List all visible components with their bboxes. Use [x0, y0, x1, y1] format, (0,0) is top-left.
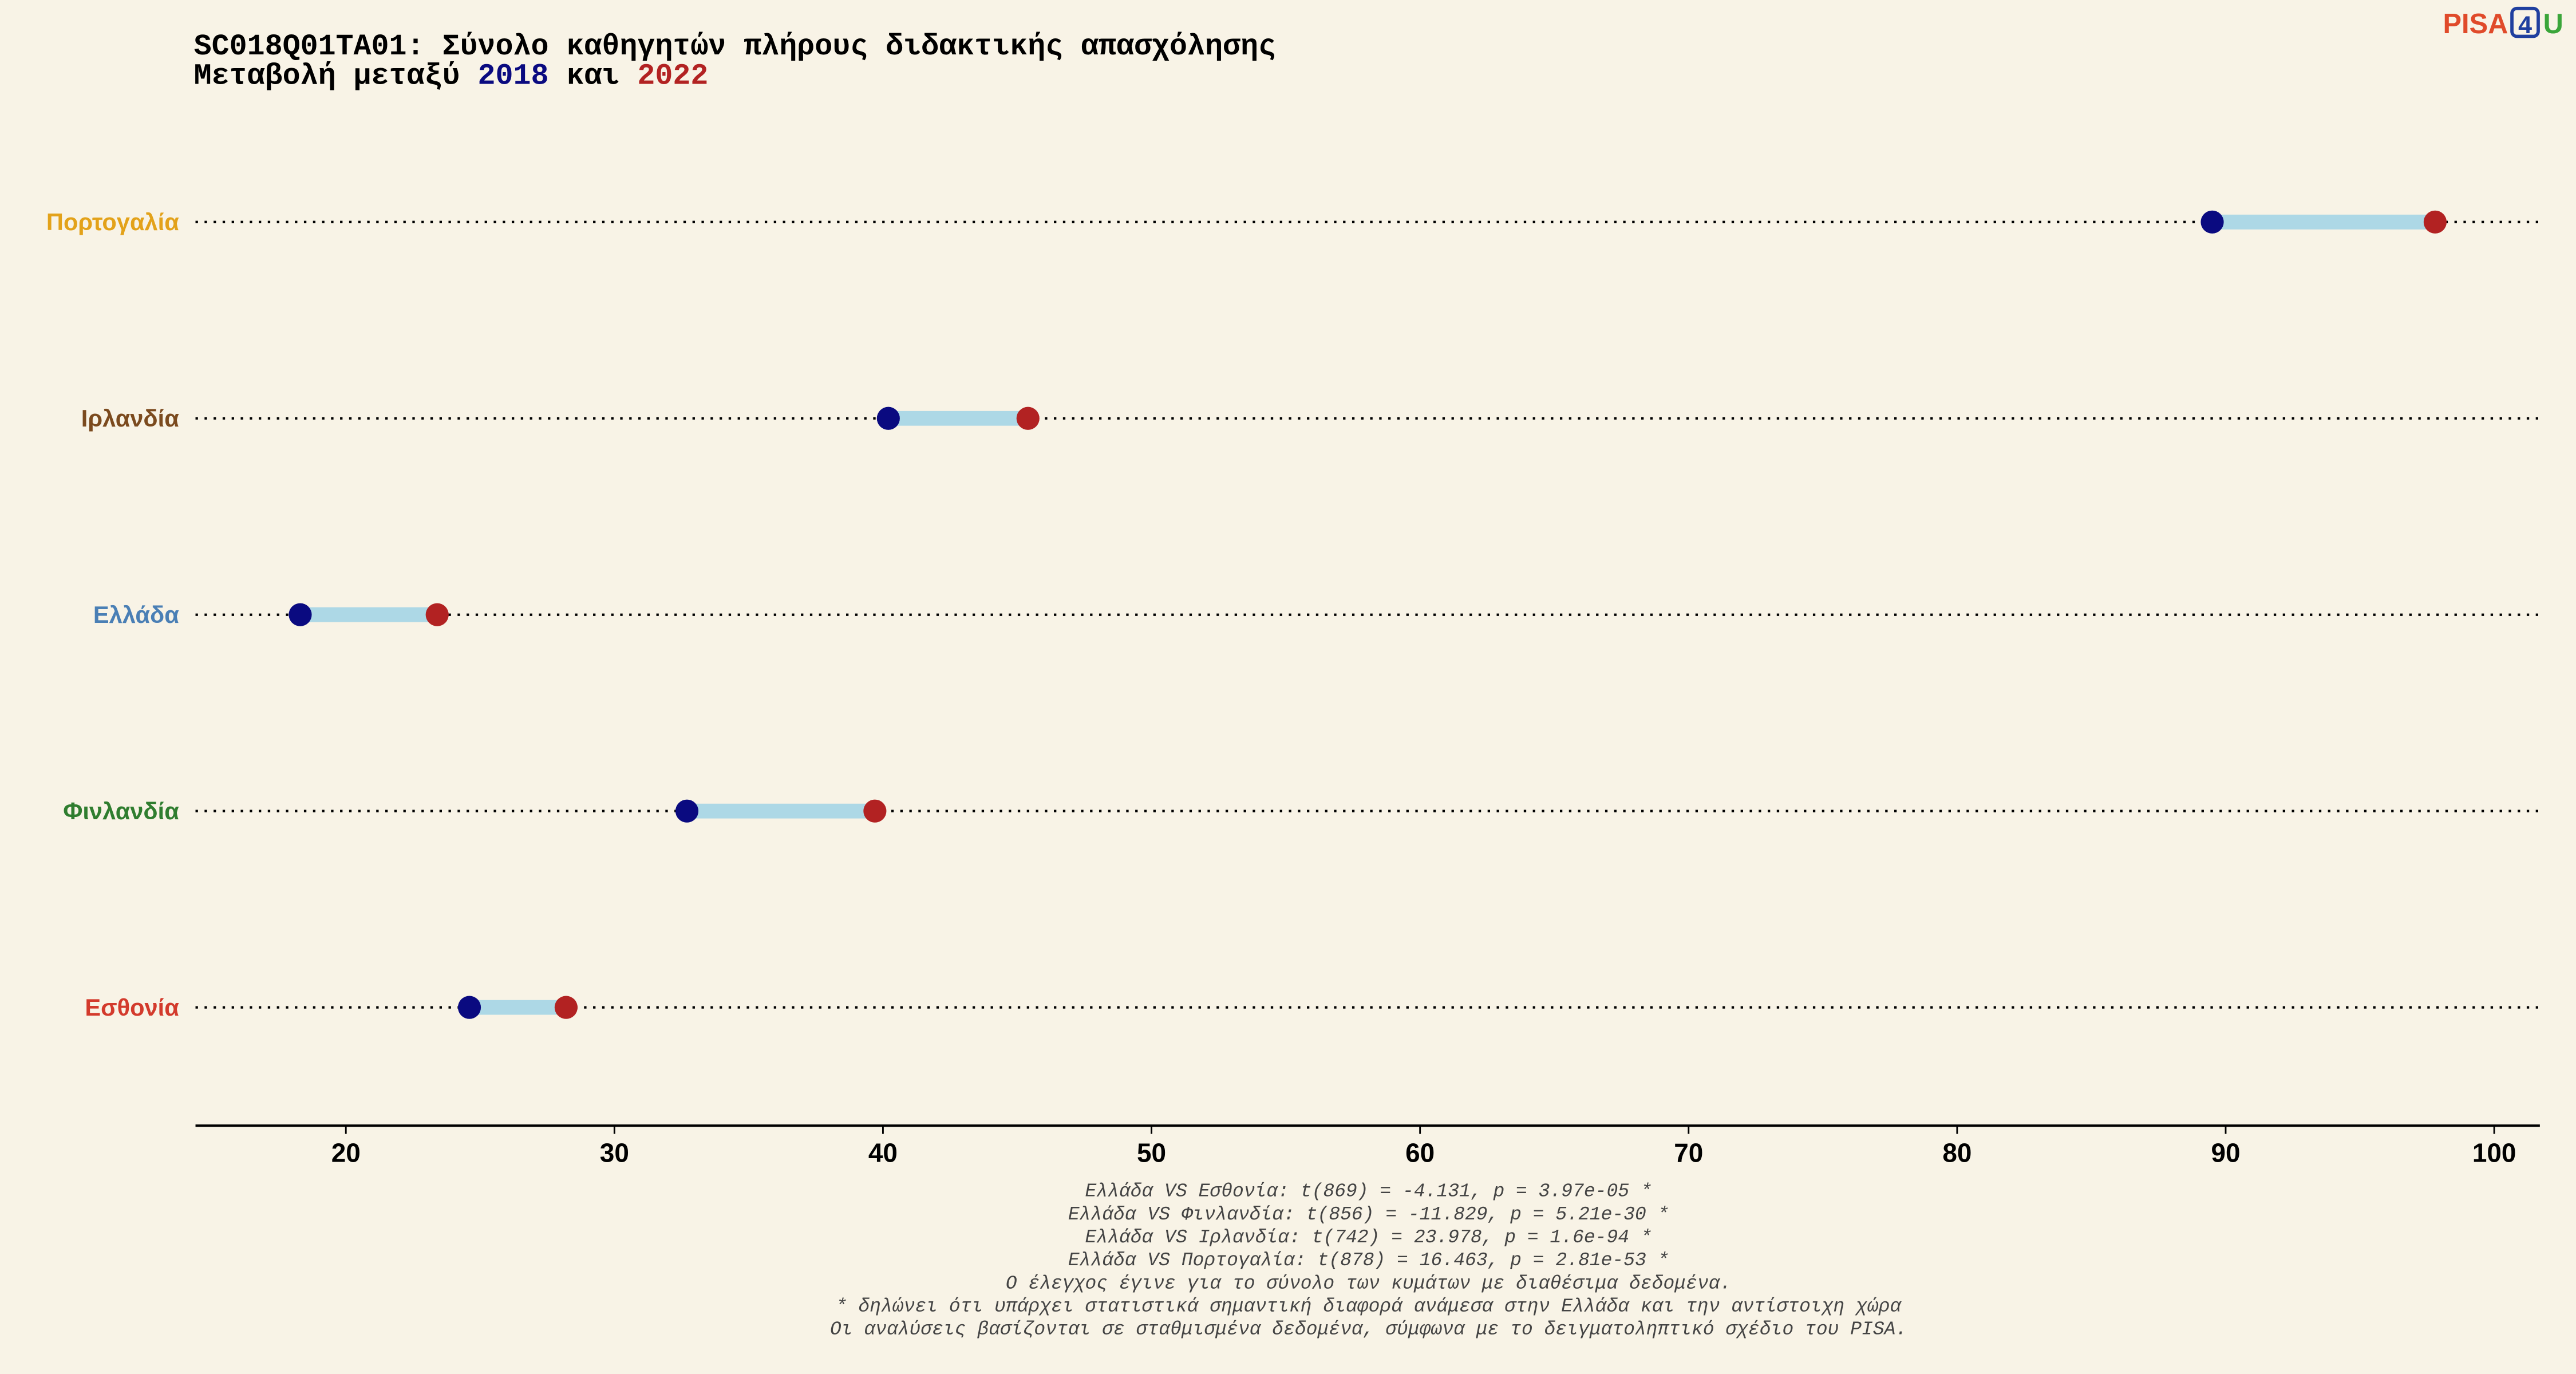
y-tick-label: Φινλανδία [63, 797, 179, 824]
subtitle-year: 2022 [637, 60, 708, 93]
x-tick-label: 100 [2472, 1138, 2516, 1167]
dot [554, 996, 578, 1019]
logo-text: U [2543, 9, 2563, 40]
subtitle-year: 2018 [477, 60, 548, 93]
y-tick-label: Εσθονία [85, 994, 179, 1021]
footnote: Ελλάδα VS Φινλανδία: t(856) = -11.829, p… [1068, 1204, 1669, 1225]
x-tick-label: 40 [868, 1138, 898, 1167]
logo-text: 4 [2518, 11, 2532, 39]
y-tick-label: Ελλάδα [93, 601, 179, 628]
dot [876, 406, 900, 430]
dot [425, 603, 449, 626]
logo-text: PISA [2443, 9, 2508, 40]
x-tick-label: 50 [1137, 1138, 1166, 1167]
footnote: Ελλάδα VS Ιρλανδία: t(742) = 23.978, p =… [1085, 1227, 1652, 1248]
dot [2423, 210, 2447, 234]
dot [1016, 406, 1040, 430]
subtitle-text: Μεταβολή μεταξύ [194, 60, 460, 93]
footnote: Ελλάδα VS Εσθονία: t(869) = -4.131, p = … [1085, 1181, 1652, 1202]
x-tick-label: 20 [331, 1138, 361, 1167]
subtitle-text: και [566, 60, 619, 93]
dot [675, 799, 699, 823]
dot [457, 996, 481, 1019]
footnote: Οι αναλύσεις βασίζονται σε σταθμισμένα δ… [830, 1319, 1907, 1340]
dot [863, 799, 887, 823]
footnote: Ο έλεγχος έγινε για το σύνολο των κυμάτω… [1006, 1273, 1731, 1294]
y-tick-label: Ιρλανδία [81, 405, 179, 432]
x-tick-label: 70 [1674, 1138, 1703, 1167]
logo-box [2510, 6, 2540, 38]
chart-title: SC018Q01TA01: Σύνολο καθηγητών πλήρους δ… [194, 30, 1276, 64]
y-tick-label: Πορτογαλία [46, 208, 179, 235]
x-tick-label: 80 [1942, 1138, 1971, 1167]
dot [2200, 210, 2224, 234]
chart-subtitle: Μεταβολή μεταξύ 2018 και 2022 [194, 60, 709, 93]
x-tick-label: 30 [600, 1138, 629, 1167]
x-tick-label: 60 [1405, 1138, 1435, 1167]
x-tick-label: 90 [2211, 1138, 2240, 1167]
footnote: Ελλάδα VS Πορτογαλία: t(878) = 16.463, p… [1068, 1250, 1669, 1271]
dot [289, 603, 312, 626]
footnote: * δηλώνει ότι υπάρχει στατιστικά σημαντι… [836, 1296, 1902, 1317]
logo: PISA 4 U [2443, 6, 2563, 40]
